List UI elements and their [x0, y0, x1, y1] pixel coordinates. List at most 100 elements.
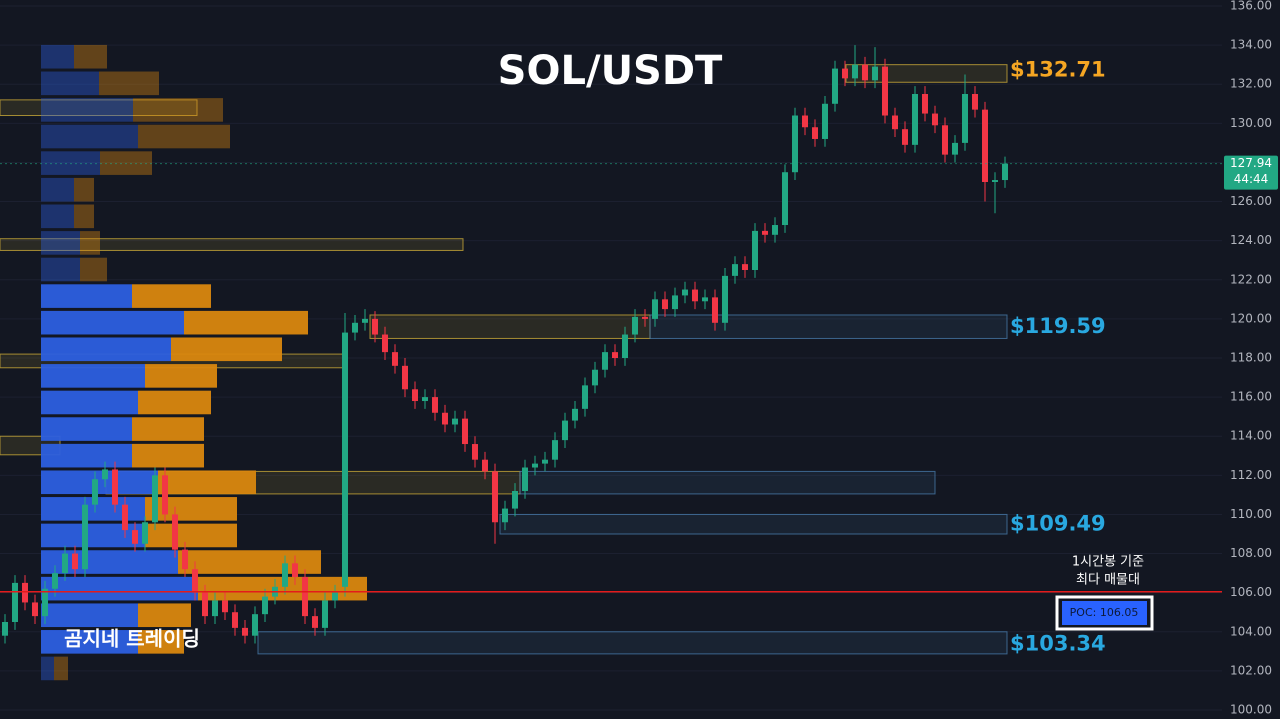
poc-note: 1시간봉 기준	[1072, 555, 1144, 570]
candle-body	[682, 289, 688, 296]
profile-sell	[80, 231, 100, 255]
candle-body	[432, 397, 438, 413]
zone	[519, 470, 936, 495]
y-tick-label: 124.00	[1230, 233, 1272, 247]
candle-body	[512, 490, 518, 509]
candle-body	[872, 66, 878, 81]
candle-body	[72, 553, 78, 570]
candle-body	[992, 180, 998, 182]
candle-body	[842, 68, 848, 79]
candle-body	[942, 125, 948, 155]
last-price-box	[1224, 155, 1278, 190]
candle-body	[392, 352, 398, 366]
candle-body	[742, 264, 748, 270]
y-tick-label: 122.00	[1230, 272, 1272, 286]
poc-frame	[1055, 595, 1154, 631]
profile-buy	[41, 177, 74, 202]
candle-body	[612, 352, 618, 358]
candle-body	[42, 588, 48, 617]
candle-body	[292, 563, 298, 578]
candle-body	[282, 563, 288, 587]
candle-body	[302, 577, 308, 617]
profile-sell	[178, 550, 321, 574]
profile-sell	[145, 523, 237, 548]
candle-body	[1002, 163, 1008, 181]
candle-body	[362, 318, 368, 323]
profile-sell	[132, 417, 204, 441]
level-label: $132.71	[1010, 57, 1106, 81]
candle-body	[132, 530, 138, 544]
zone	[0, 99, 198, 117]
candle-body	[602, 352, 608, 370]
profile-buy	[41, 71, 99, 96]
profile-sell	[99, 71, 159, 96]
candle-body	[862, 64, 868, 81]
candle-body	[222, 600, 228, 613]
candle-body	[212, 600, 218, 617]
candle-body	[652, 299, 658, 319]
profile-sell	[138, 603, 191, 628]
profile-buy	[41, 310, 184, 335]
profile-sell	[138, 630, 184, 654]
candle-body	[402, 365, 408, 390]
candle-body	[82, 504, 88, 570]
profile-sell	[132, 443, 204, 468]
y-tick-label: 112.00	[1230, 468, 1272, 482]
candle-body	[852, 64, 858, 79]
profile-sell	[138, 390, 211, 415]
candle-body	[922, 94, 928, 114]
candle-body	[112, 469, 118, 505]
candle-body	[822, 103, 828, 139]
profile-buy	[41, 98, 133, 122]
zone	[649, 314, 1008, 339]
chart-title: SOL/USDT	[498, 48, 723, 94]
candle-body	[632, 316, 638, 335]
candle-body	[522, 467, 528, 491]
candle-body	[732, 264, 738, 276]
profile-sell	[138, 124, 230, 149]
candle-body	[102, 469, 108, 480]
candle-body	[712, 297, 718, 323]
profile-buy	[41, 204, 74, 229]
profile-sell	[74, 204, 94, 229]
candle-body	[62, 553, 68, 574]
profile-sell	[74, 177, 94, 202]
y-tick-label: 116.00	[1230, 390, 1272, 404]
profile-sell	[145, 364, 217, 388]
countdown: 44:44	[1234, 172, 1269, 186]
zone	[0, 238, 464, 251]
y-tick-label: 132.00	[1230, 77, 1272, 91]
level-label: $109.49	[1010, 511, 1106, 535]
profile-buy	[41, 284, 132, 308]
candle-body	[932, 113, 938, 126]
profile-buy	[41, 656, 54, 681]
candle-body	[472, 444, 478, 460]
candle-body	[482, 459, 488, 472]
candle-body	[422, 397, 428, 402]
candle-body	[312, 616, 318, 628]
profile-buy	[41, 443, 132, 468]
candle-body	[122, 504, 128, 531]
y-tick-label: 110.00	[1230, 507, 1272, 521]
profile-sell	[80, 257, 107, 282]
candle-body	[12, 582, 18, 622]
candles	[2, 45, 1008, 644]
candle-body	[532, 463, 538, 468]
candle-body	[262, 596, 268, 615]
candle-body	[952, 142, 958, 155]
candle-body	[352, 322, 358, 333]
y-tick-label: 100.00	[1230, 703, 1272, 717]
profile-buy	[41, 390, 138, 415]
candle-body	[962, 94, 968, 143]
zone	[369, 314, 651, 339]
profile-sell	[132, 284, 211, 308]
candle-body	[832, 68, 838, 104]
candle-body	[582, 385, 588, 409]
candle-body	[2, 622, 8, 636]
candle-body	[32, 602, 38, 617]
candle-body	[332, 592, 338, 601]
candle-body	[552, 440, 558, 460]
profile-sell	[158, 470, 256, 495]
candle-body	[442, 412, 448, 425]
